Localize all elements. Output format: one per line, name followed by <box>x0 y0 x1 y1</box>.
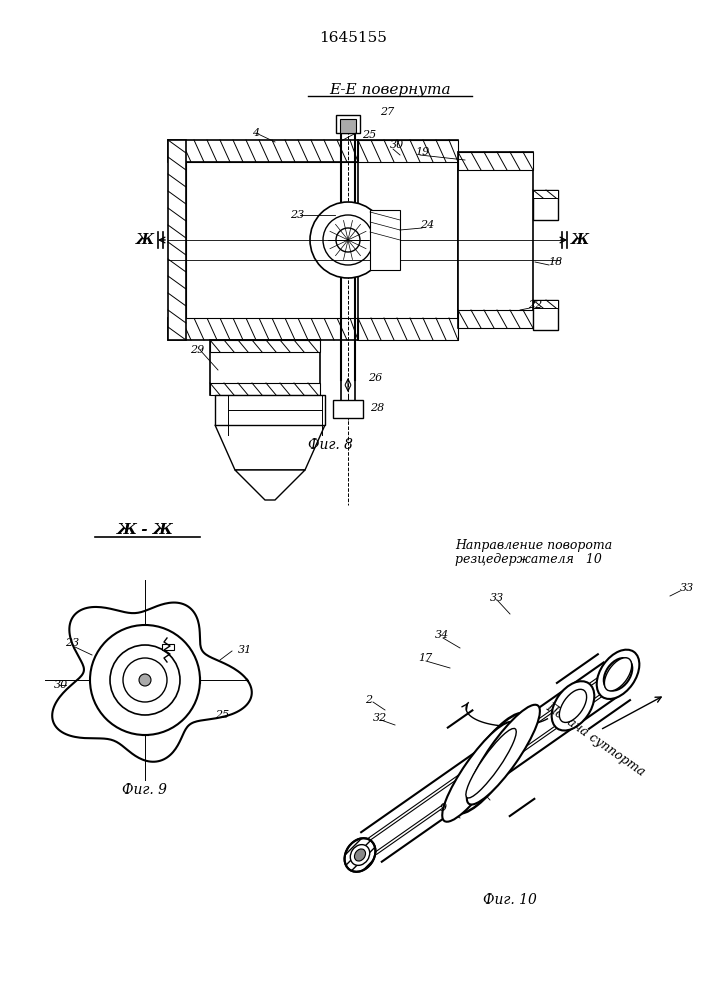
Circle shape <box>323 215 373 265</box>
Circle shape <box>310 202 386 278</box>
Text: 34: 34 <box>435 630 449 640</box>
Circle shape <box>123 658 167 702</box>
Circle shape <box>90 625 200 735</box>
Ellipse shape <box>354 849 366 861</box>
Text: 4: 4 <box>252 128 259 138</box>
Circle shape <box>336 228 360 252</box>
Bar <box>370 210 400 270</box>
Text: 1645155: 1645155 <box>319 31 387 45</box>
Text: 24: 24 <box>420 220 434 230</box>
Ellipse shape <box>604 658 632 691</box>
Text: резцедержателя   10: резцедержателя 10 <box>455 554 602 566</box>
Ellipse shape <box>466 728 516 798</box>
Bar <box>533 190 558 198</box>
Ellipse shape <box>551 681 595 731</box>
Bar <box>533 300 558 330</box>
Ellipse shape <box>350 845 370 865</box>
Text: Фиг. 9: Фиг. 9 <box>122 783 168 797</box>
Ellipse shape <box>454 713 529 813</box>
Text: 2: 2 <box>365 695 372 705</box>
Bar <box>215 395 325 425</box>
Text: 18: 18 <box>548 257 562 267</box>
Text: 28: 28 <box>370 403 384 413</box>
Text: 29: 29 <box>190 345 204 355</box>
Text: 33: 33 <box>490 593 504 603</box>
Text: 26: 26 <box>368 373 382 383</box>
Bar <box>162 644 174 650</box>
Bar <box>340 119 356 133</box>
Bar <box>358 318 458 340</box>
Bar <box>458 152 533 170</box>
Text: Фиг. 8: Фиг. 8 <box>308 438 353 452</box>
Text: Фиг. 10: Фиг. 10 <box>483 893 537 907</box>
Bar <box>210 340 320 395</box>
Text: 23: 23 <box>290 210 304 220</box>
Bar <box>333 400 363 418</box>
Polygon shape <box>235 470 305 500</box>
Text: 25: 25 <box>362 130 376 140</box>
Ellipse shape <box>559 689 587 722</box>
Ellipse shape <box>467 705 540 805</box>
Text: Подача суппорта: Подача суппорта <box>543 701 647 779</box>
Bar <box>358 140 458 340</box>
Text: 30: 30 <box>54 680 69 690</box>
Bar <box>533 300 558 308</box>
Bar <box>358 140 458 162</box>
Ellipse shape <box>604 658 631 691</box>
Text: 23: 23 <box>65 638 79 648</box>
Text: 25: 25 <box>215 710 229 720</box>
Text: 33: 33 <box>680 583 694 593</box>
Bar <box>168 318 358 340</box>
Bar <box>210 340 320 352</box>
Bar <box>533 190 558 220</box>
Bar <box>168 140 358 162</box>
Polygon shape <box>215 425 325 470</box>
Text: 22: 22 <box>528 300 542 310</box>
Ellipse shape <box>344 838 375 872</box>
Circle shape <box>110 645 180 715</box>
Text: 32: 32 <box>373 713 387 723</box>
Bar <box>168 140 186 340</box>
Ellipse shape <box>443 722 515 822</box>
Text: Ж - Ж: Ж - Ж <box>117 523 173 537</box>
Text: Ж: Ж <box>571 233 589 247</box>
Text: 31: 31 <box>238 645 252 655</box>
Bar <box>336 115 360 133</box>
Circle shape <box>139 674 151 686</box>
Bar <box>458 152 533 328</box>
Text: 9: 9 <box>440 803 447 813</box>
Text: 17: 17 <box>418 653 432 663</box>
Text: Направление поворота: Направление поворота <box>455 538 612 552</box>
Text: 32: 32 <box>470 780 484 790</box>
Text: Ж: Ж <box>136 233 154 247</box>
Text: E-E повернута: E-E повернута <box>329 83 451 97</box>
Ellipse shape <box>597 650 639 699</box>
Bar <box>210 383 320 395</box>
Text: 27: 27 <box>380 107 395 117</box>
Text: 30: 30 <box>390 140 404 150</box>
Bar <box>458 310 533 328</box>
Bar <box>186 162 358 318</box>
Text: 19: 19 <box>415 147 429 157</box>
